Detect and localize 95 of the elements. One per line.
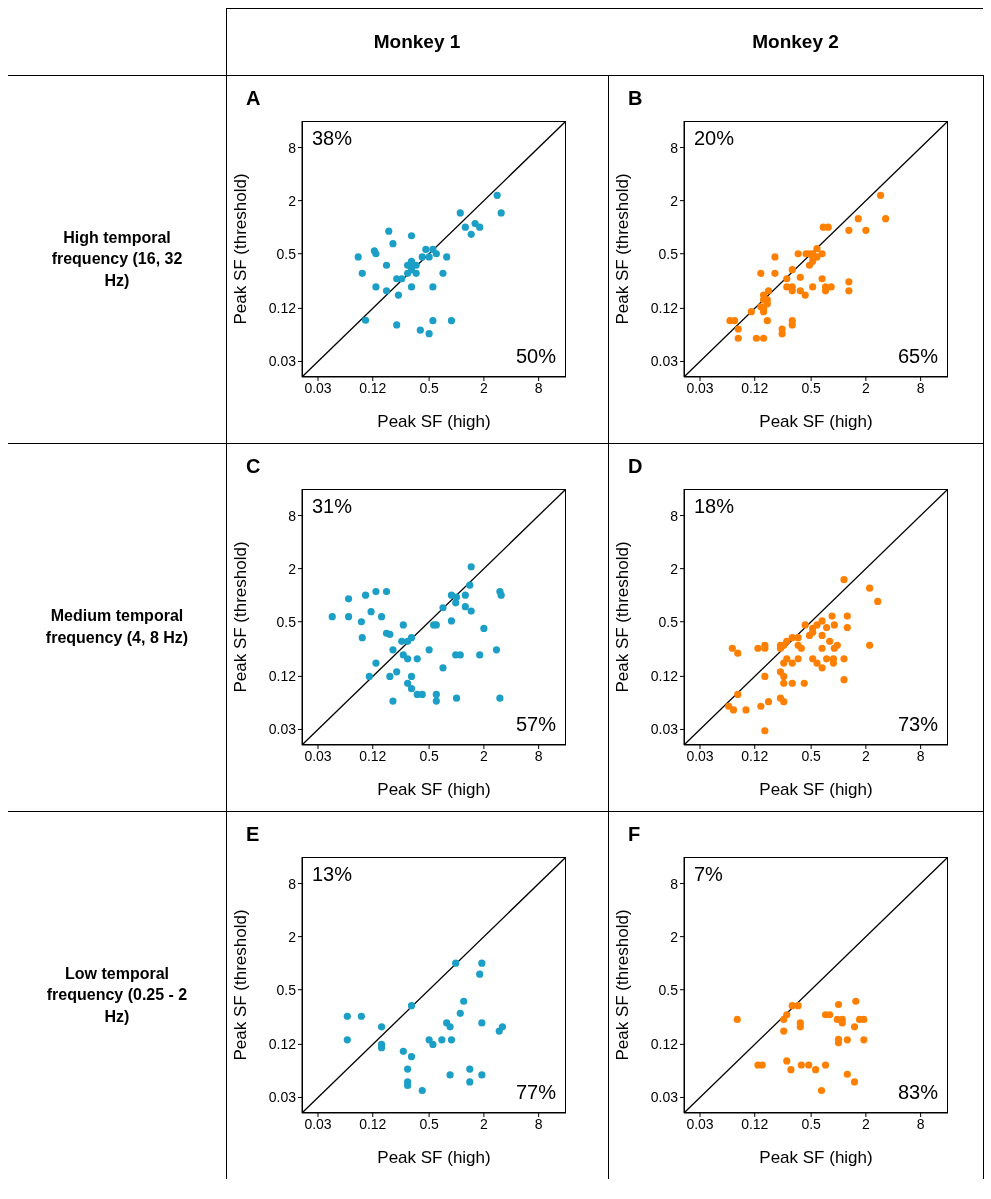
chart-title: B <box>628 87 643 110</box>
chart-title: E <box>246 823 260 846</box>
y-axis-title: Peak SF (threshold) <box>231 173 251 325</box>
x-tick-label: 8 <box>916 379 925 396</box>
x-tick-label: 8 <box>916 1115 925 1132</box>
y-tick-label: 0.12 <box>268 668 297 685</box>
annotation: 13% <box>312 863 353 886</box>
y-axis-title: Peak SF (threshold) <box>231 541 251 693</box>
annotation: 18% <box>694 495 735 518</box>
y-tick-label: 0.12 <box>650 668 679 685</box>
x-tick-label: 2 <box>861 1115 870 1132</box>
y-tick-label: 0.12 <box>650 300 679 317</box>
text: Medium temporal frequency (4, 8 Hz) <box>44 606 190 648</box>
y-tick-label: 8 <box>288 875 297 892</box>
annotation: 77% <box>515 1081 556 1104</box>
y-tick-label: 0.03 <box>650 353 679 370</box>
x-tick-label: 2 <box>861 379 870 396</box>
annotation: 38% <box>312 127 353 150</box>
x-tick-label: 0.5 <box>419 747 440 764</box>
annotation: 50% <box>515 345 556 368</box>
text: Low temporal frequency (0.25 - 2 Hz) <box>45 963 189 1027</box>
x-tick-label: 0.12 <box>359 747 387 764</box>
x-tick-label: 0.12 <box>359 1115 387 1132</box>
x-tick-label: 0.12 <box>741 747 769 764</box>
y-tick-label: 0.5 <box>276 981 297 998</box>
y-tick-label: 0.5 <box>658 613 679 630</box>
y-tick-label: 2 <box>288 192 297 209</box>
annotation: 31% <box>312 495 353 518</box>
x-tick-label: 0.03 <box>304 747 332 764</box>
x-tick-label: 8 <box>916 747 925 764</box>
y-tick-label: 0.03 <box>268 721 297 738</box>
chart-subtitle: Monkey 1 <box>372 29 462 54</box>
x-axis-title: Peak SF (high) <box>759 412 873 431</box>
y-tick-label: 0.03 <box>268 353 297 370</box>
x-tick-label: 0.5 <box>801 1115 822 1132</box>
x-tick-label: 8 <box>534 1115 543 1132</box>
chart-title: F <box>628 823 641 846</box>
y-tick-label: 0.5 <box>658 981 679 998</box>
y-tick-label: 0.12 <box>650 1036 679 1053</box>
x-tick-label: 0.03 <box>304 1115 332 1132</box>
annotation: 20% <box>694 127 735 150</box>
x-tick-label: 0.12 <box>741 379 769 396</box>
y-tick-label: 2 <box>288 560 297 577</box>
y-tick-label: 0.03 <box>268 1089 297 1106</box>
x-axis-title: Peak SF (high) <box>377 412 491 431</box>
y-tick-label: 8 <box>670 507 679 524</box>
x-tick-label: 0.5 <box>801 379 822 396</box>
annotation: 83% <box>897 1081 938 1104</box>
x-tick-label: 0.12 <box>359 379 387 396</box>
y-tick-label: 0.12 <box>268 300 297 317</box>
x-tick-label: 8 <box>534 747 543 764</box>
y-tick-label: 0.5 <box>276 613 297 630</box>
x-tick-label: 0.03 <box>686 747 714 764</box>
chart-title: D <box>628 455 643 478</box>
y-tick-label: 8 <box>670 139 679 156</box>
x-tick-label: 2 <box>861 747 870 764</box>
x-tick-label: 8 <box>534 379 543 396</box>
annotation: 7% <box>694 863 723 886</box>
y-axis-title: Peak SF (threshold) <box>231 909 251 1061</box>
y-tick-label: 0.03 <box>650 1089 679 1106</box>
annotation: 57% <box>515 713 556 736</box>
x-axis-title: Peak SF (high) <box>377 780 491 799</box>
x-tick-label: 0.5 <box>801 747 822 764</box>
x-tick-label: 0.03 <box>304 379 332 396</box>
x-tick-label: 2 <box>479 379 488 396</box>
y-tick-label: 0.5 <box>276 245 297 262</box>
y-tick-label: 8 <box>670 875 679 892</box>
x-tick-label: 0.03 <box>686 379 714 396</box>
x-axis-title: Peak SF (high) <box>759 1148 873 1167</box>
annotation: 65% <box>897 345 938 368</box>
y-tick-label: 2 <box>670 192 679 209</box>
y-tick-label: 8 <box>288 139 297 156</box>
x-tick-label: 0.5 <box>419 1115 440 1132</box>
y-tick-label: 2 <box>288 928 297 945</box>
x-tick-label: 2 <box>479 1115 488 1132</box>
chart-subtitle: Monkey 2 <box>751 29 840 54</box>
x-axis-title: Peak SF (high) <box>759 780 873 799</box>
y-tick-label: 0.5 <box>658 245 679 262</box>
chart-title: C <box>246 455 261 478</box>
y-tick-label: 0.03 <box>650 721 679 738</box>
x-tick-label: 0.12 <box>741 1115 769 1132</box>
chart-title: A <box>246 87 261 110</box>
x-tick-label: 0.5 <box>419 379 440 396</box>
text: High temporal frequency (16, 32 Hz) <box>50 227 184 291</box>
annotation: 73% <box>897 713 938 736</box>
x-tick-label: 0.03 <box>686 1115 714 1132</box>
y-tick-label: 0.12 <box>268 1036 297 1053</box>
x-tick-label: 2 <box>479 747 488 764</box>
x-axis-title: Peak SF (high) <box>377 1148 491 1167</box>
y-axis-title: Peak SF (threshold) <box>613 173 633 325</box>
y-tick-label: 8 <box>288 507 297 524</box>
y-axis-title: Peak SF (threshold) <box>613 541 633 693</box>
y-tick-label: 2 <box>670 560 679 577</box>
y-tick-label: 2 <box>670 928 679 945</box>
y-axis-title: Peak SF (threshold) <box>613 909 633 1061</box>
